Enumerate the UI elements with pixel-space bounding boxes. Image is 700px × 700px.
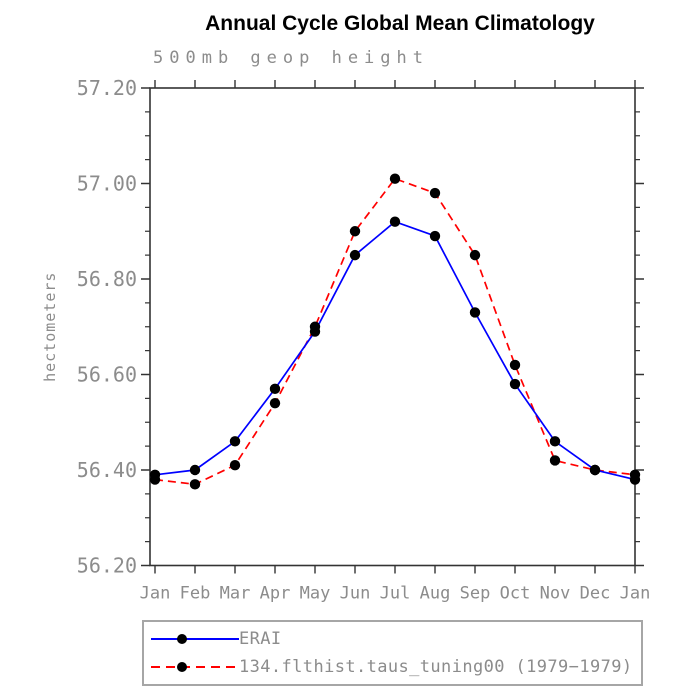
chart-title: Annual Cycle Global Mean Climatology	[205, 12, 595, 35]
data-point	[589, 464, 601, 476]
x-tick-label: Aug	[420, 584, 451, 604]
legend-label-model: 134.flthist.taus_tuning00 (1979−1979)	[239, 656, 633, 677]
x-tick-label: Jul	[380, 584, 411, 604]
data-point	[229, 436, 241, 447]
y-tick-label: 56.40	[77, 458, 137, 482]
x-tick-label: Sep	[460, 584, 491, 604]
legend-item-erai: ERAI	[151, 627, 637, 651]
data-point	[469, 249, 481, 261]
data-point	[629, 469, 641, 480]
data-point	[229, 460, 241, 471]
erai-series-line	[154, 220, 636, 481]
y-tick-label: 56.60	[77, 363, 137, 387]
data-point	[469, 307, 481, 318]
x-tick-label: May	[300, 584, 331, 604]
y-tick-label: 57.00	[77, 172, 137, 196]
x-tick-label: Dec	[580, 584, 611, 604]
legend-marker-dot-icon	[177, 661, 187, 672]
x-tick-label: Feb	[180, 584, 211, 604]
data-point	[509, 359, 521, 371]
x-tick-label: Jan	[140, 584, 171, 604]
legend-label-erai: ERAI	[239, 629, 282, 650]
data-point	[189, 479, 201, 490]
chart-subtitle: 500mb geop height	[153, 48, 429, 68]
legend-box: ERAI 134.flthist.taus_tuning00 (1979−197…	[142, 620, 643, 686]
data-point	[269, 383, 281, 395]
x-tick-label: Oct	[500, 584, 531, 604]
y-tick-label: 56.80	[77, 267, 137, 291]
legend-line-solid-blue	[151, 638, 239, 641]
x-tick-label: Jun	[340, 584, 371, 604]
legend-sample-solid	[151, 633, 239, 645]
x-tick-label: Mar	[220, 584, 251, 604]
data-point	[429, 187, 441, 199]
data-point	[549, 436, 561, 447]
x-tick-label: Nov	[540, 584, 571, 604]
x-tick-label: Jan	[620, 584, 651, 604]
y-axis-title: hectometers	[41, 272, 59, 382]
data-point	[349, 226, 361, 237]
data-point	[429, 230, 441, 242]
data-point	[189, 464, 201, 476]
legend-marker-dot-icon	[177, 634, 187, 645]
data-point	[389, 216, 401, 227]
legend-item-model: 134.flthist.taus_tuning00 (1979−1979)	[151, 655, 637, 679]
plot-area: Jan Feb Mar Apr May Jun Jul Aug Sep Oct Nov Dec Jan5…	[41, 76, 651, 604]
data-point	[269, 397, 281, 409]
data-point	[549, 455, 561, 466]
data-point	[509, 378, 521, 390]
plot-frame	[149, 87, 636, 567]
x-tick-label: Apr	[260, 584, 291, 604]
data-point	[309, 321, 321, 332]
data-point	[149, 474, 161, 485]
data-point	[349, 249, 361, 261]
data-point	[389, 173, 401, 184]
legend-sample-dashed	[151, 661, 239, 673]
y-tick-label: 57.20	[77, 76, 137, 100]
legend-line-dashed-red	[151, 665, 239, 668]
y-tick-label: 56.20	[77, 554, 137, 578]
